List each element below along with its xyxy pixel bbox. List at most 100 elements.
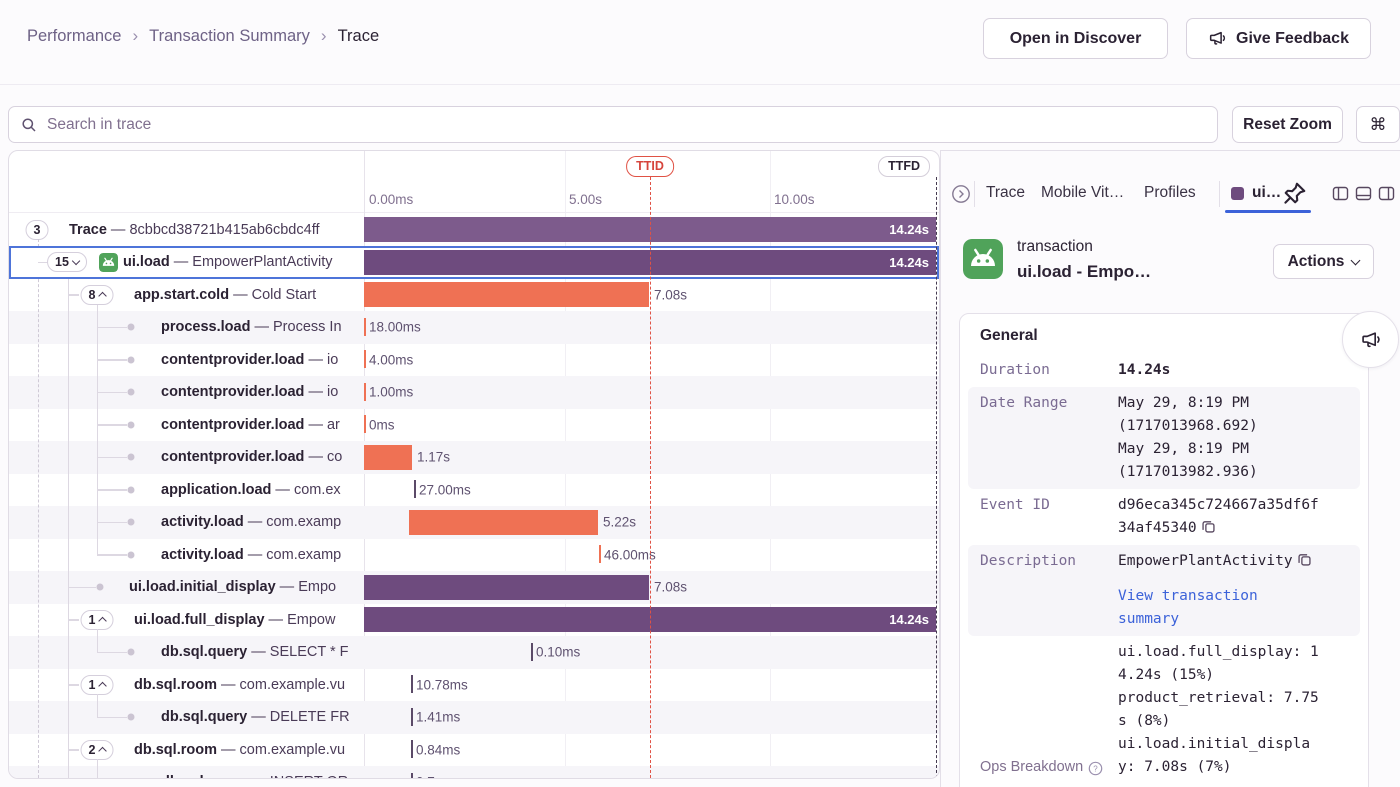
dock-bottom-icon[interactable] — [1355, 185, 1372, 202]
tree-connector — [68, 586, 96, 588]
span-tick[interactable] — [599, 545, 601, 563]
trace-row[interactable]: application.load — com.ex 27.00ms — [9, 473, 939, 506]
tab-profiles[interactable]: Profiles — [1144, 184, 1196, 201]
span-duration-label: 0ms — [369, 417, 395, 432]
trace-row[interactable]: db.sql.query — DELETE FR 1.41ms — [9, 700, 939, 734]
span-duration-label: 14.24s — [889, 254, 929, 270]
reset-zoom-button[interactable]: Reset Zoom — [1232, 106, 1343, 143]
detail-field-value: May 29, 8:19 PM (1717013968.692) May 29, 8… — [1118, 392, 1326, 484]
trace-row[interactable]: 15 ui.load — EmpowerPlantActivity 14.24s — [9, 245, 939, 279]
child-count-pill[interactable]: 3 — [25, 219, 49, 240]
tab-mobilevit[interactable]: Mobile Vit… — [1041, 184, 1125, 201]
trace-row[interactable]: db.sql.query — SELECT * F 0.10ms — [9, 635, 939, 669]
give-feedback-button[interactable]: Give Feedback — [1186, 18, 1371, 59]
detail-field-label: Event ID — [980, 497, 1050, 513]
span-bar[interactable] — [364, 444, 412, 470]
trace-row[interactable]: contentprovider.load — io 4.00ms — [9, 343, 939, 376]
trace-row[interactable]: activity.load — com.examp 46.00ms — [9, 538, 939, 571]
breadcrumb: Performance › Transaction Summary › Trac… — [27, 26, 379, 46]
breadcrumb-transaction-summary[interactable]: Transaction Summary — [149, 26, 310, 45]
trace-row[interactable]: contentprovider.load — ar 0ms — [9, 408, 939, 441]
span-tick[interactable] — [364, 415, 366, 433]
tab-ui[interactable]: ui… — [1231, 184, 1281, 202]
tab-trace[interactable]: Trace — [986, 184, 1026, 201]
child-count-pill[interactable]: 15 — [47, 252, 87, 272]
span-bar[interactable] — [364, 282, 649, 307]
axis-tick-label: 10.00s — [774, 192, 815, 207]
actions-button[interactable]: Actions — [1273, 244, 1374, 279]
span-name-cell: contentprovider.load — co — [9, 441, 364, 474]
span-tick[interactable] — [411, 707, 413, 726]
ttfd-badge[interactable]: TTFD — [878, 156, 930, 177]
span-tick[interactable] — [531, 642, 533, 661]
tree-connector — [38, 261, 50, 263]
span-tick[interactable] — [364, 317, 366, 336]
detail-field-label: Date Range — [980, 395, 1068, 411]
reset-zoom-label: Reset Zoom — [1243, 115, 1332, 133]
help-icon[interactable]: ? — [1088, 761, 1103, 776]
span-name-cell: 1 ui.load.full_display — Empow — [9, 603, 364, 636]
child-count-pill[interactable]: 1 — [80, 674, 114, 695]
copy-icon[interactable] — [1297, 552, 1312, 567]
span-label: activity.load — com.examp — [161, 514, 342, 530]
megaphone-icon — [1360, 329, 1382, 351]
view-transaction-summary-link[interactable]: View transaction summary — [1118, 588, 1258, 627]
trace-row[interactable]: 2 db.sql.room — com.example.vu 0.84ms — [9, 733, 939, 766]
shortcut-command-button[interactable]: ⌘ — [1356, 106, 1400, 143]
pin-tab-icon[interactable] — [1283, 181, 1307, 205]
command-key-icon: ⌘ — [1369, 114, 1387, 134]
trace-row[interactable]: contentprovider.load — io 1.00ms — [9, 375, 939, 409]
child-count-pill[interactable]: 8 — [80, 284, 114, 305]
detail-field: Ops Breakdown? ui.load.full_display: 14.2… — [968, 636, 1360, 784]
span-tick[interactable] — [411, 740, 413, 758]
detail-value-line: 14.24s — [1118, 362, 1171, 378]
span-name-cell: activity.load — com.examp — [9, 538, 364, 571]
tree-connector — [97, 391, 127, 393]
span-tick[interactable] — [414, 480, 416, 498]
copy-icon[interactable] — [1201, 519, 1216, 534]
trace-row[interactable]: ui.load.initial_display — Empo 7.08s — [9, 570, 939, 604]
trace-row[interactable]: activity.load — com.examp 5.22s — [9, 505, 939, 539]
trace-row[interactable]: 1 ui.load.full_display — Empow 14.24s — [9, 603, 939, 636]
search-bar[interactable] — [8, 106, 1218, 143]
detail-value-line: product_retrieval: 7.75s (8%) — [1118, 690, 1319, 729]
span-label: ui.load — EmpowerPlantActivity — [123, 254, 333, 270]
breadcrumb-performance[interactable]: Performance — [27, 26, 122, 45]
child-count-pill[interactable]: 2 — [80, 739, 114, 760]
span-tick[interactable] — [364, 350, 366, 368]
leaf-dot — [127, 648, 135, 656]
trace-row[interactable]: 1 db.sql.room — com.example.vu 10.78ms — [9, 668, 939, 701]
span-duration-label: 14.24s — [889, 222, 929, 237]
span-label: Trace — 8cbbcd38721b415ab6cbdc4ff — [69, 221, 320, 238]
trace-row[interactable]: contentprovider.load — co 1.17s — [9, 440, 939, 474]
breadcrumb-trace: Trace — [337, 26, 380, 45]
span-name-cell: process.load — Process In — [9, 311, 364, 344]
span-duration-label: 5.22s — [603, 514, 637, 530]
trace-row[interactable]: process.load — Process In 18.00ms — [9, 310, 939, 344]
dock-left-icon[interactable] — [1332, 185, 1349, 202]
span-name-cell: 3 Trace — 8cbbcd38721b415ab6cbdc4ff — [9, 213, 364, 246]
leaf-dot — [127, 713, 135, 721]
trace-row[interactable]: 3 Trace — 8cbbcd38721b415ab6cbdc4ff 14.24s — [9, 213, 939, 246]
trace-row[interactable]: db.sql.query — INSERT OR 0.7 — [9, 765, 939, 778]
tree-connector — [97, 554, 127, 556]
span-bar[interactable] — [409, 509, 598, 535]
chevron-down-icon — [1350, 255, 1361, 265]
ttid-badge[interactable]: TTID — [626, 156, 674, 177]
chevron-up-icon — [98, 291, 107, 301]
child-count-pill[interactable]: 1 — [80, 609, 114, 630]
span-tick[interactable] — [411, 772, 413, 778]
open-in-discover-button[interactable]: Open in Discover — [983, 18, 1168, 59]
search-input[interactable] — [45, 114, 1205, 135]
span-bar[interactable] — [364, 574, 649, 600]
feedback-fab-button[interactable] — [1342, 311, 1399, 368]
span-label: process.load — Process In — [161, 319, 342, 335]
collapse-panel-icon[interactable] — [951, 184, 971, 204]
span-duration-label: 0.10ms — [536, 644, 581, 660]
span-tick[interactable] — [411, 675, 413, 693]
detail-value-line: (1717013982.936) — [1118, 464, 1258, 480]
trace-row[interactable]: 8 app.start.cold — Cold Start 7.08s — [9, 278, 939, 311]
dock-right-icon[interactable] — [1378, 185, 1395, 202]
megaphone-icon — [1208, 29, 1227, 48]
span-tick[interactable] — [364, 382, 366, 401]
